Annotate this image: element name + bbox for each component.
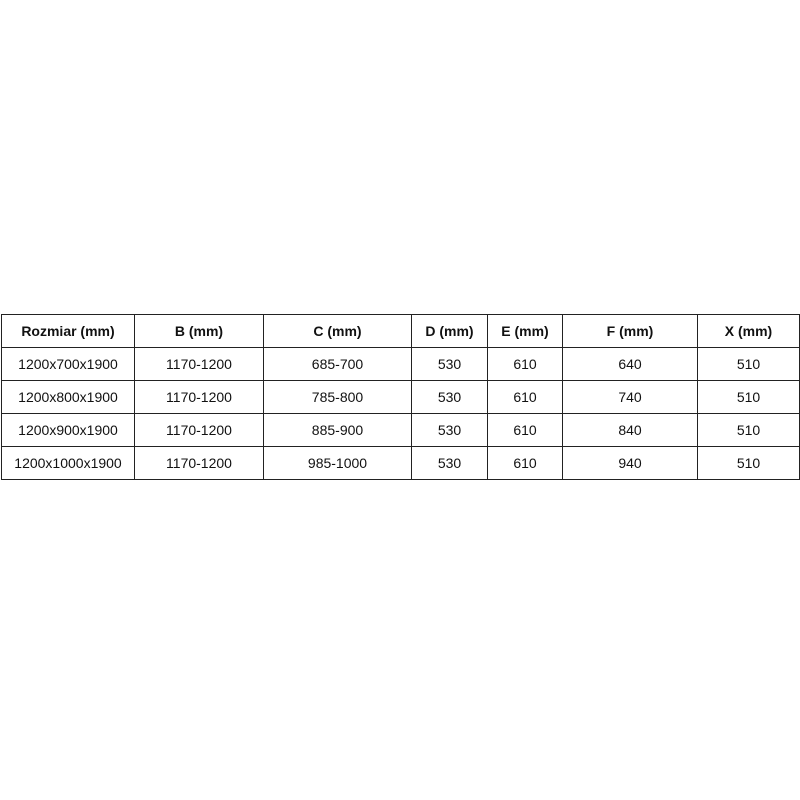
table-cell: 1170-1200 bbox=[134, 347, 264, 381]
header-c: C (mm) bbox=[263, 314, 412, 348]
table-cell: 1200x800x1900 bbox=[1, 380, 135, 414]
table-cell: 530 bbox=[411, 446, 488, 480]
header-e: E (mm) bbox=[487, 314, 563, 348]
table-cell: 785-800 bbox=[263, 380, 412, 414]
table-cell: 640 bbox=[562, 347, 698, 381]
table-cell: 1170-1200 bbox=[134, 413, 264, 447]
table-cell: 840 bbox=[562, 413, 698, 447]
table-cell: 1200x700x1900 bbox=[1, 347, 135, 381]
table-cell: 885-900 bbox=[263, 413, 412, 447]
header-x: X (mm) bbox=[697, 314, 800, 348]
table-cell: 1200x1000x1900 bbox=[1, 446, 135, 480]
table-cell: 610 bbox=[487, 347, 563, 381]
table-cell: 530 bbox=[411, 347, 488, 381]
dimensions-table: Rozmiar (mm) B (mm) C (mm) D (mm) E (mm)… bbox=[1, 314, 800, 480]
header-b: B (mm) bbox=[134, 314, 264, 348]
table-row: 1200x900x1900 1170-1200 885-900 530 610 840 51… bbox=[1, 413, 800, 447]
table-row: 1200x700x1900 1170-1200 685-700 530 610 640 51… bbox=[1, 347, 800, 381]
table-cell: 1200x900x1900 bbox=[1, 413, 135, 447]
header-rozmiar: Rozmiar (mm) bbox=[1, 314, 135, 348]
header-d: D (mm) bbox=[411, 314, 488, 348]
table-cell: 685-700 bbox=[263, 347, 412, 381]
table-cell: 510 bbox=[697, 413, 800, 447]
table-row: 1200x800x1900 1170-1200 785-800 530 610 740 51… bbox=[1, 380, 800, 414]
header-row: Rozmiar (mm) B (mm) C (mm) D (mm) E (mm)… bbox=[1, 314, 800, 348]
table-cell: 610 bbox=[487, 380, 563, 414]
table-cell: 985-1000 bbox=[263, 446, 412, 480]
table-row: 1200x1000x1900 1170-1200 985-1000 530 610 940… bbox=[1, 446, 800, 480]
table-cell: 610 bbox=[487, 446, 563, 480]
table-cell: 1170-1200 bbox=[134, 380, 264, 414]
header-f: F (mm) bbox=[562, 314, 698, 348]
table-cell: 510 bbox=[697, 446, 800, 480]
table-cell: 530 bbox=[411, 380, 488, 414]
table-cell: 610 bbox=[487, 413, 563, 447]
table-cell: 740 bbox=[562, 380, 698, 414]
table-cell: 510 bbox=[697, 380, 800, 414]
table-cell: 510 bbox=[697, 347, 800, 381]
table-cell: 530 bbox=[411, 413, 488, 447]
table-cell: 940 bbox=[562, 446, 698, 480]
table-cell: 1170-1200 bbox=[134, 446, 264, 480]
